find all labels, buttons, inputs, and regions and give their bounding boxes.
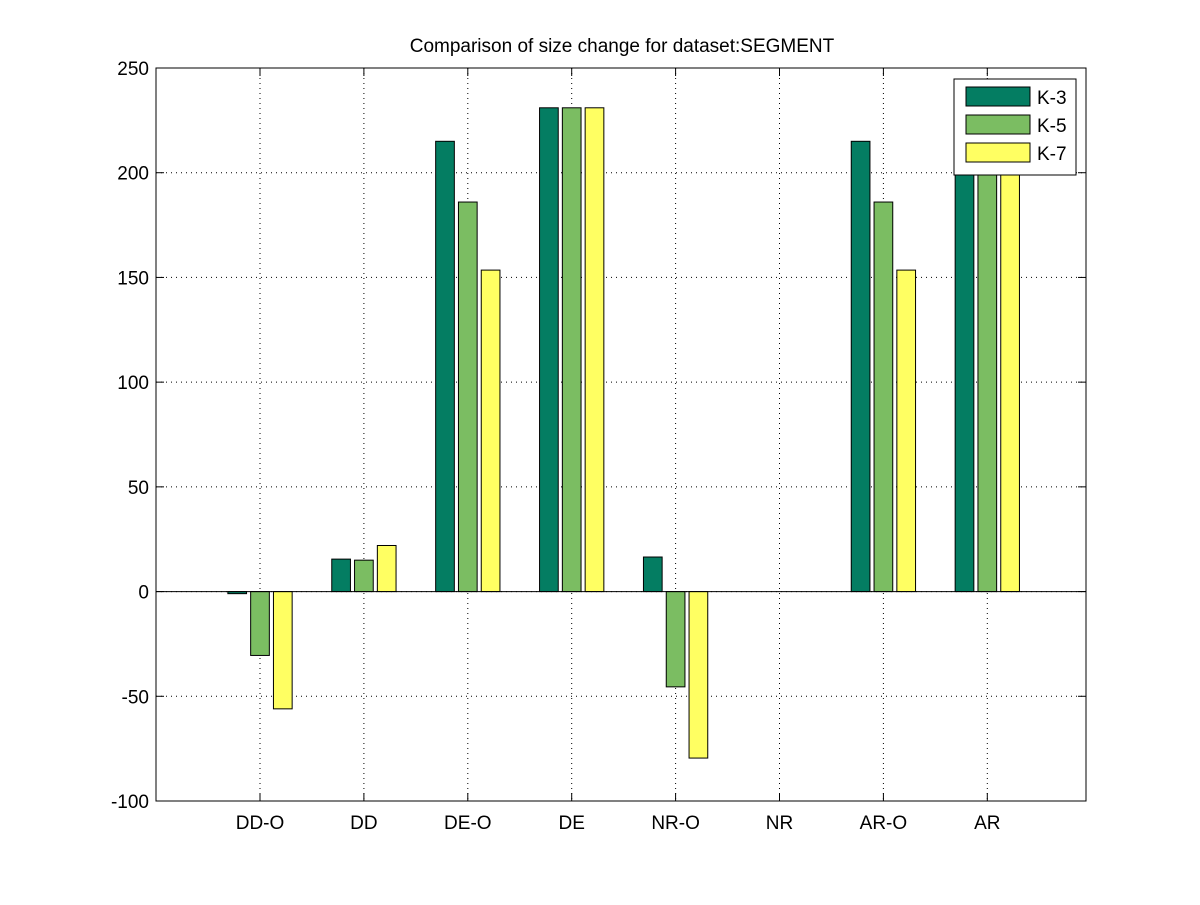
bar-k-3-ar bbox=[954, 107, 975, 593]
bar-k-7-dd-o bbox=[272, 591, 293, 710]
x-tick-label: NR bbox=[766, 813, 793, 834]
legend-swatch-k-5 bbox=[965, 114, 1031, 135]
tick-labels: -100 -50 0 50 100 150 200 250 DD-O DD DE-O DE NR-O NR… bbox=[111, 59, 1001, 834]
bar-k-3-de bbox=[539, 107, 559, 593]
bars bbox=[227, 107, 1020, 759]
axes bbox=[155, 67, 1087, 802]
y-tick-label: 50 bbox=[128, 478, 149, 499]
y-tick-label: 0 bbox=[138, 583, 149, 604]
y-tick-label: -50 bbox=[122, 687, 149, 708]
bar-k-7-de bbox=[584, 107, 605, 593]
x-tick-label: NR-O bbox=[651, 813, 700, 834]
bar-k-3-ar-o bbox=[850, 140, 871, 593]
bar-k-5-ar-o bbox=[873, 201, 894, 593]
bar-k-5-ar bbox=[977, 107, 998, 593]
bar-k-5-de bbox=[561, 107, 582, 593]
grid-lines bbox=[156, 68, 1086, 801]
y-tick-label: 100 bbox=[117, 373, 149, 394]
bar-k-5-dd bbox=[354, 559, 374, 593]
bar-k-5-dd-o bbox=[250, 591, 270, 656]
bar-k-5-de-o bbox=[457, 201, 478, 593]
x-tick-label: DE-O bbox=[444, 813, 492, 834]
legend-swatch-k-7 bbox=[965, 142, 1031, 163]
bar-k-7-ar bbox=[1000, 107, 1020, 593]
plot-frame bbox=[155, 67, 1087, 802]
x-tick-label: AR-O bbox=[860, 813, 908, 834]
bar-k-3-de-o bbox=[435, 140, 455, 593]
bar-k-7-nr-o bbox=[688, 591, 709, 759]
y-tick-label: 250 bbox=[117, 59, 149, 80]
bar-k-7-dd bbox=[376, 544, 397, 593]
x-tick-label: DD bbox=[350, 813, 377, 834]
y-tick-label: -100 bbox=[111, 792, 149, 813]
legend-label-k-5: K-5 bbox=[1037, 116, 1067, 137]
legend-label-k-7: K-7 bbox=[1037, 144, 1067, 165]
legend-swatch-k-3 bbox=[965, 86, 1031, 107]
bar-k-3-nr-o bbox=[642, 556, 663, 593]
chart-title: Comparison of size change for dataset:SE… bbox=[410, 36, 835, 57]
legend: K-3 K-5 K-7 bbox=[953, 78, 1077, 176]
legend-label-k-3: K-3 bbox=[1037, 88, 1067, 109]
x-tick-label: DE bbox=[558, 813, 584, 834]
bar-k-7-de-o bbox=[480, 269, 501, 593]
x-tick-label: DD-O bbox=[236, 813, 285, 834]
y-tick-label: 150 bbox=[117, 268, 149, 289]
x-tick-label: AR bbox=[974, 813, 1000, 834]
bar-k-7-ar-o bbox=[896, 269, 917, 593]
bar-k-5-nr-o bbox=[665, 591, 686, 688]
y-tick-label: 200 bbox=[117, 164, 149, 185]
bar-k-3-dd bbox=[331, 558, 351, 593]
